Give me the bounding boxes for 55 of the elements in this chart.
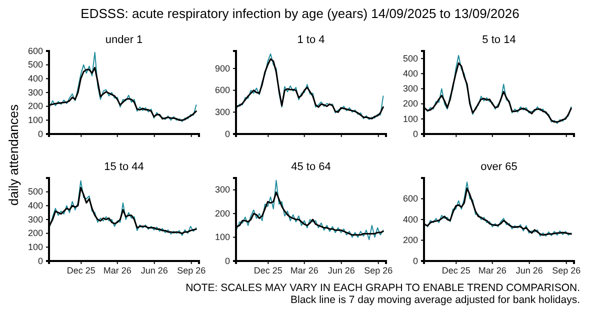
x-tick-label: Jun 26 xyxy=(328,265,355,276)
y-tick-label: 100 xyxy=(28,242,43,252)
y-tick-label: 100 xyxy=(402,114,418,124)
y-tick-label: 400 xyxy=(402,68,418,79)
y-tick-label: 0 xyxy=(224,128,230,139)
x-tick-label: Dec 25 xyxy=(66,265,96,276)
chart-title: under 1 xyxy=(105,34,143,46)
x-tick-label: Jun 26 xyxy=(140,265,168,276)
x-tick-label: Dec 25 xyxy=(442,265,470,276)
y-tick-label: 900 xyxy=(214,63,230,74)
x-tick-label: Mar 26 xyxy=(103,265,132,276)
chart-title: 15 to 44 xyxy=(104,161,144,173)
y-tick-label: 200 xyxy=(402,235,418,246)
y-tick-label: 300 xyxy=(28,87,43,98)
y-tick-label: 300 xyxy=(214,107,230,118)
text: EDSSS: acute respiratory infection by age (years) 14/09/2025 to 13/09/2026 xyxy=(80,6,520,21)
x-tick-label: Sep 26 xyxy=(552,265,581,276)
y-tick-label: 100 xyxy=(28,115,43,126)
y-tick-label: 500 xyxy=(28,60,43,70)
y-tick-label: 300 xyxy=(214,184,230,195)
text: NOTE: SCALES MAY VARY IN EACH GRAPH TO ENABLE TREND COMPARISON. xyxy=(186,282,580,294)
y-tick-label: 500 xyxy=(402,53,418,64)
y-axis-title: daily attendances xyxy=(6,104,21,206)
x-tick-label: Mar 26 xyxy=(290,265,318,276)
x-tick-label: Mar 26 xyxy=(478,265,506,276)
text: Black line is 7 day moving average adjusted for bank holidays. xyxy=(290,294,580,306)
x-tick-label: Sep 26 xyxy=(364,265,393,276)
chart-title: 1 to 4 xyxy=(297,34,325,46)
line-series xyxy=(49,52,197,122)
y-tick-label: 200 xyxy=(214,208,230,218)
chart-title: over 65 xyxy=(480,161,518,173)
y-tick-label: 400 xyxy=(28,74,43,84)
y-tick-label: 300 xyxy=(28,214,43,224)
y-tick-label: 200 xyxy=(28,101,43,112)
y-tick-label: 100 xyxy=(214,232,230,242)
x-tick-label: Jun 26 xyxy=(516,265,543,276)
y-tick-label: 0 xyxy=(38,256,43,266)
y-tick-label: 500 xyxy=(28,186,43,197)
chart-title: 5 to 14 xyxy=(482,34,516,46)
y-tick-label: 600 xyxy=(214,85,230,96)
y-tick-label: 200 xyxy=(28,228,43,238)
y-tick-label: 0 xyxy=(412,128,418,139)
y-tick-label: 400 xyxy=(28,200,43,211)
line-series xyxy=(236,180,384,240)
chart-title: 45 to 64 xyxy=(291,161,331,173)
y-tick-label: 400 xyxy=(402,214,418,224)
y-tick-label: 0 xyxy=(412,256,418,266)
x-tick-label: Sep 26 xyxy=(177,265,206,276)
y-tick-label: 0 xyxy=(38,128,43,139)
y-tick-label: 600 xyxy=(28,46,43,56)
y-tick-label: 300 xyxy=(402,84,418,94)
y-tick-label: 0 xyxy=(224,256,230,266)
y-tick-label: 200 xyxy=(402,98,418,109)
x-tick-label: Dec 25 xyxy=(254,265,282,276)
y-tick-label: 600 xyxy=(402,194,418,204)
